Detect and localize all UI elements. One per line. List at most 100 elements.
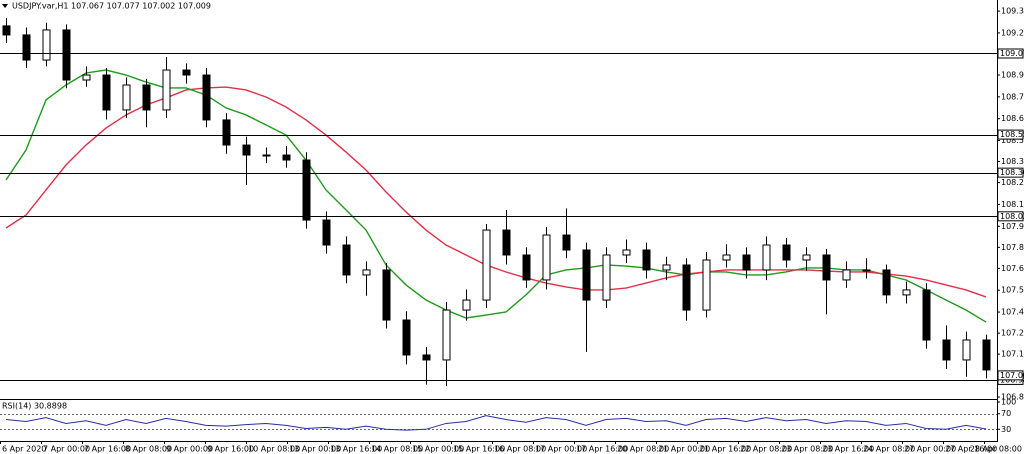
x-tick-label: 17 Apr 16:00	[576, 445, 628, 454]
candle-body	[362, 269, 371, 276]
y-tick-label: 107.830	[1001, 243, 1024, 252]
level-box	[997, 167, 1024, 178]
candle-body	[462, 299, 471, 311]
y-tick-label: 107.965	[1001, 222, 1024, 231]
x-tick-label: 17 Apr 00:00	[535, 445, 587, 454]
candle-body	[822, 254, 831, 281]
current-price-label: 107.009	[1000, 371, 1024, 380]
x-tick-label: 7 Apr 00:00	[43, 445, 90, 454]
x-tick-label: 13 Apr 16:00	[330, 445, 382, 454]
level-box	[997, 48, 1024, 59]
x-tick-label: 21 Apr 00:00	[658, 445, 710, 454]
candle-body	[782, 244, 791, 261]
candle-body	[42, 29, 51, 61]
candle-body	[542, 234, 551, 281]
menu-triangle	[2, 4, 8, 8]
candle-body	[502, 229, 511, 256]
candle-body	[182, 69, 191, 76]
candle-body	[622, 249, 631, 256]
y-tick-label: 107.280	[1001, 329, 1024, 338]
x-tick-label: 15 Apr 16:00	[453, 445, 505, 454]
x-tick-label: 13 Apr 00:00	[289, 445, 341, 454]
candle-body	[802, 254, 811, 261]
y-tick-label: 107.555	[1001, 286, 1024, 295]
candle-body	[282, 154, 291, 161]
candle-body	[62, 29, 71, 81]
y-tick-label: 108.105	[1001, 200, 1024, 209]
candle-body	[482, 229, 491, 301]
candle-body	[222, 119, 231, 146]
candle-body	[102, 74, 111, 111]
x-tick-label: 21 Apr 16:00	[699, 445, 751, 454]
y-tick-label: 109.345	[1001, 7, 1024, 16]
y-tick-label: 106.870	[1001, 393, 1024, 402]
rsi-title: RSI(14) 30.8898	[2, 402, 67, 411]
y-tick-label: 108.380	[1001, 157, 1024, 166]
candle-body	[662, 264, 671, 271]
candle-body	[122, 84, 131, 111]
candle-body	[702, 259, 711, 311]
current-price-box	[997, 370, 1024, 381]
x-tick-label: 24 Apr 08:00	[863, 445, 915, 454]
y-tick-label: 109.205	[1001, 28, 1024, 37]
candle-body	[522, 254, 531, 281]
candle-body	[922, 289, 931, 341]
x-tick-label: 9 Apr 16:00	[207, 445, 254, 454]
x-tick-label: 7 Apr 16:00	[84, 445, 131, 454]
x-tick-label: 16 Apr 08:00	[494, 445, 546, 454]
candle-body	[382, 269, 391, 321]
level-box	[997, 211, 1024, 222]
x-tick-label: 27 Apr 16:00	[945, 445, 997, 454]
x-tick-label: 6 Apr 2020	[2, 445, 46, 454]
y-tick-label: 70	[1001, 409, 1011, 418]
x-tick-label: 14 Apr 08:00	[371, 445, 423, 454]
y-tick-label: 108.795	[1001, 92, 1024, 101]
rsi-line	[5, 415, 987, 431]
x-tick-label: 20 Apr 08:00	[617, 445, 669, 454]
candle-body	[22, 34, 31, 61]
candle-body	[402, 319, 411, 356]
y-tick-label: 108.935	[1001, 71, 1024, 80]
candle-body	[242, 144, 251, 156]
candle-body	[2, 25, 11, 36]
candle-body	[302, 159, 311, 221]
y-tick-label: 100	[1001, 398, 1016, 407]
candle-body	[722, 254, 731, 261]
candle-body	[982, 339, 991, 371]
candle-body	[942, 339, 951, 361]
x-tick-label: 8 Apr 08:00	[125, 445, 172, 454]
candle-body	[82, 74, 91, 81]
candle-body	[962, 339, 971, 361]
x-tick-label: 23 Apr 08:00	[781, 445, 833, 454]
level-label: 108.029	[1000, 212, 1024, 221]
candle-body	[582, 249, 591, 301]
x-tick-label: 27 Apr 00:00	[904, 445, 956, 454]
candle-body	[342, 244, 351, 276]
candle-body	[882, 269, 891, 296]
chart-title: USDJPY.var,H1 107.067 107.077 107.002 10…	[12, 2, 211, 11]
candle-body	[682, 264, 691, 311]
x-tick-label: 15 Apr 00:00	[412, 445, 464, 454]
y-tick-label: 107.695	[1001, 264, 1024, 273]
candle-body	[202, 74, 211, 121]
x-tick-label: 22 Apr 08:00	[740, 445, 792, 454]
candle-body	[902, 289, 911, 296]
level-label: 108.553	[1000, 130, 1024, 139]
candle-body	[142, 84, 151, 111]
candle-body	[762, 244, 771, 271]
y-tick-label: 107.415	[1001, 308, 1024, 317]
x-tick-label: 10 Apr 08:00	[248, 445, 300, 454]
candle-body	[162, 69, 171, 111]
candle-body	[862, 269, 871, 272]
y-tick-label: 108.515	[1001, 136, 1024, 145]
x-tick-label: 23 Apr 16:00	[822, 445, 874, 454]
candle-body	[842, 269, 851, 281]
y-tick-label: 108.245	[1001, 178, 1024, 187]
y-tick-label: 30	[1001, 425, 1011, 434]
candle-body	[742, 254, 751, 271]
candle-body	[262, 154, 271, 157]
candle-body	[422, 354, 431, 361]
x-tick-label: 28 Apr 08:00	[970, 445, 1022, 454]
level-box	[997, 129, 1024, 140]
